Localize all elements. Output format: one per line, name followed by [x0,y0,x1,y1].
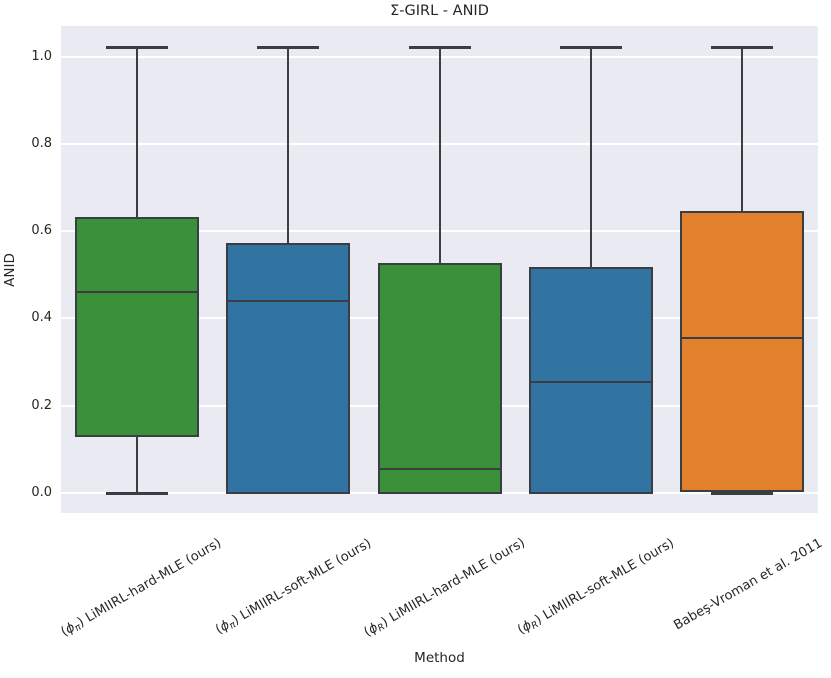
y-axis-label: ANID [0,26,40,513]
x-tick-label: Babeş-Vroman et al. 2011 [671,536,825,634]
y-axis-label-text: ANID [2,252,18,287]
upper-whisker-line [135,47,138,219]
y-tick-label: 0.6 [31,223,52,239]
y-tick-label: 0.0 [31,485,52,500]
box-iqr [74,217,199,438]
box-iqr [226,243,351,494]
box-iqr [528,267,653,494]
x-tick-label: (ϕπ) LiMIIRL-soft-MLE (ours) [212,535,374,638]
upper-whisker-line [589,47,592,269]
lower-whisker-cap [105,491,168,495]
y-tick-label: 1.0 [31,48,52,64]
chart-title: Σ-GIRL - ANID [390,3,489,19]
median-line [682,337,803,340]
median-line [530,380,651,383]
upper-whisker-cap [105,46,168,50]
lower-whisker-line [135,436,138,493]
upper-whisker-line [287,47,290,245]
box-iqr [377,262,502,494]
lower-whisker-cap [711,491,774,495]
x-tick-label: (ϕπ) LiMIIRL-hard-MLE (ours) [58,536,225,641]
y-tick-label: 0.2 [31,397,52,413]
upper-whisker-cap [408,46,471,50]
median-line [228,299,349,302]
x-tick-label: (ϕR) LiMIIRL-soft-MLE (ours) [515,536,677,638]
upper-whisker-line [438,47,441,264]
x-axis-label: Method [414,650,465,666]
median-line [379,467,500,470]
upper-whisker-cap [711,46,774,50]
upper-whisker-line [741,47,744,212]
median-line [76,291,197,294]
upper-whisker-cap [257,46,320,50]
plot-area [61,26,818,513]
x-tick-label: (ϕR) LiMIIRL-hard-MLE (ours) [361,535,528,641]
upper-whisker-cap [559,46,622,50]
box-iqr [680,210,805,492]
y-tick-label: 0.4 [31,310,52,326]
y-tick-label: 0.8 [31,135,52,151]
